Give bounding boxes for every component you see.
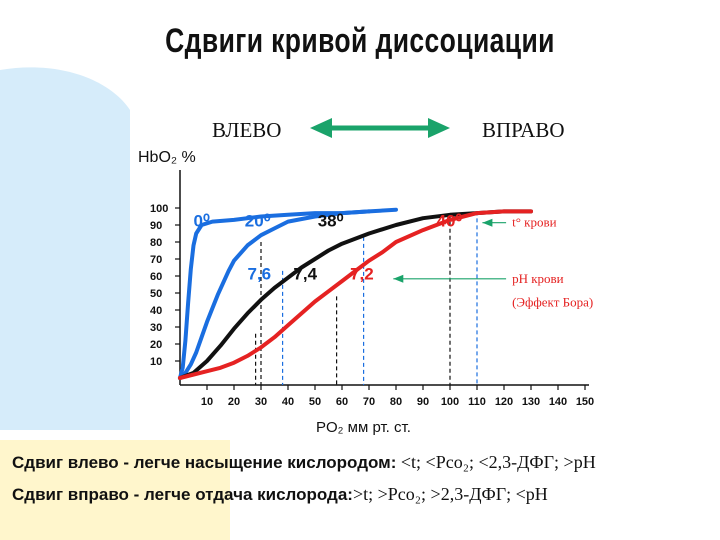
footer-left-bold: Сдвиг влево - легче насыщение кислородом… (12, 453, 397, 472)
x-tick-label: 60 (336, 396, 348, 408)
y-tick-label: 100 (150, 203, 168, 215)
x-tick-label: 150 (576, 396, 594, 408)
slide-title: Сдвиги кривой диссоциации (165, 22, 555, 60)
x-tick-label: 140 (549, 396, 567, 408)
dissociation-curve (178, 209, 533, 380)
x-axis-label: PO₂ мм рт. ст. (316, 419, 411, 436)
right-shift-label: ВПРАВО (482, 118, 565, 142)
x-tick-label: 10 (201, 396, 213, 408)
footer-right-bold: Сдвиг вправо - легче отдача кислорода: (12, 485, 353, 504)
annotation-label: t° крови (512, 215, 557, 230)
x-tick-label: 70 (363, 396, 375, 408)
x-tick-label: 50 (309, 396, 321, 408)
annotation-label: (Эффект Бора) (512, 295, 593, 310)
arrowhead-icon (393, 274, 404, 283)
curve-label: 0⁰ (194, 212, 210, 231)
footer-line-left: Сдвиг влево - легче насыщение кислородом… (12, 452, 596, 473)
curve-label: 20⁰ (245, 212, 271, 231)
x-tick-label: 40 (282, 396, 294, 408)
dissociation-curve (178, 207, 398, 380)
y-tick-label: 60 (150, 271, 162, 283)
curve-label: 40⁰ (437, 212, 463, 231)
y-tick-label: 10 (150, 356, 162, 368)
x-tick-label: 130 (522, 396, 540, 408)
dissociation-curve (178, 209, 371, 380)
curve-label: 38⁰ (318, 212, 344, 231)
y-tick-label: 30 (150, 322, 162, 334)
footer-right-rest: >t; >Pco₂; >2,3-ДФГ; <pH (352, 484, 548, 504)
left-shift-label: ВЛЕВО (212, 118, 282, 142)
x-tick-label: 120 (495, 396, 513, 408)
y-tick-label: 40 (150, 305, 162, 317)
y-tick-label: 70 (150, 254, 162, 266)
y-tick-label: 20 (150, 339, 162, 351)
curve-label: 7,6 (248, 264, 272, 283)
curve-label: 7,2 (350, 264, 374, 283)
footer-line-right: Сдвиг вправо - легче отдача кислорода:>t… (12, 484, 548, 505)
footer-left-rest: <t; <Pco₂; <2,3-ДФГ; >pH (396, 452, 596, 472)
x-tick-label: 30 (255, 396, 267, 408)
x-tick-label: 80 (390, 396, 402, 408)
x-tick-label: 90 (417, 396, 429, 408)
dissociation-curve (178, 209, 533, 380)
x-tick-label: 110 (468, 396, 486, 408)
y-tick-label: 80 (150, 237, 162, 249)
x-tick-label: 100 (441, 396, 459, 408)
x-tick-label: 20 (228, 396, 240, 408)
y-tick-label: 90 (150, 220, 162, 232)
arrowhead-icon (482, 218, 493, 227)
y-axis-label: HbO₂ % (138, 149, 196, 166)
curve-label: 7,4 (293, 264, 317, 283)
annotation-label: pH крови (512, 271, 564, 286)
y-tick-label: 50 (150, 288, 162, 300)
